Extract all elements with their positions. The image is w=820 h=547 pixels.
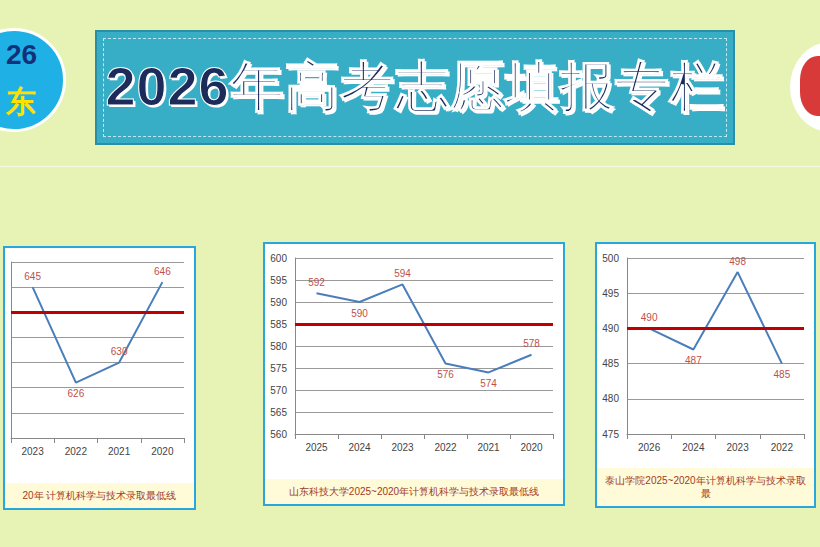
- svg-text:570: 570: [270, 385, 287, 396]
- svg-text:2026: 2026: [638, 442, 661, 453]
- svg-text:580: 580: [270, 341, 287, 352]
- svg-text:2021: 2021: [108, 446, 131, 457]
- svg-text:2024: 2024: [348, 442, 371, 453]
- svg-text:2023: 2023: [391, 442, 414, 453]
- svg-text:498: 498: [729, 256, 746, 267]
- svg-text:578: 578: [523, 338, 540, 349]
- svg-text:480: 480: [602, 393, 619, 404]
- svg-text:487: 487: [685, 355, 702, 366]
- svg-text:576: 576: [437, 369, 454, 380]
- svg-text:565: 565: [270, 407, 287, 418]
- svg-text:600: 600: [270, 253, 287, 264]
- svg-text:2020: 2020: [520, 442, 543, 453]
- svg-text:2022: 2022: [65, 446, 88, 457]
- html-text:20年 计算机科学与技术录取最低线: 20年 计算机科学与技术录取最低线: [22, 490, 177, 501]
- html-text:2026年高考志愿填报专栏: 2026年高考志愿填报专栏: [105, 56, 725, 116]
- svg-text:495: 495: [602, 288, 619, 299]
- svg-text:594: 594: [394, 268, 411, 279]
- svg-text:490: 490: [602, 323, 619, 334]
- svg-text:2025: 2025: [305, 442, 328, 453]
- svg-text:2022: 2022: [434, 442, 457, 453]
- svg-text:2022: 2022: [771, 442, 794, 453]
- svg-text:2021: 2021: [477, 442, 500, 453]
- html-text:26: 26: [6, 39, 38, 70]
- svg-text:485: 485: [602, 358, 619, 369]
- svg-text:630: 630: [111, 346, 128, 357]
- svg-text:592: 592: [308, 277, 325, 288]
- svg-text:590: 590: [270, 297, 287, 308]
- svg-text:560: 560: [270, 429, 287, 440]
- html-text:山东科技大学2025~2020年计算机科学与技术录取最低线: 山东科技大学2025~2020年计算机科学与技术录取最低线: [288, 486, 540, 497]
- svg-text:485: 485: [774, 369, 791, 380]
- html-text:泰山学院2025~2020年计算机科学与技术录取最: 泰山学院2025~2020年计算机科学与技术录取最: [605, 475, 806, 499]
- svg-text:475: 475: [602, 429, 619, 440]
- svg-text:2023: 2023: [727, 442, 750, 453]
- html-text:东: 东: [6, 85, 36, 118]
- svg-text:2024: 2024: [682, 442, 705, 453]
- svg-text:595: 595: [270, 275, 287, 286]
- svg-text:626: 626: [68, 388, 85, 399]
- svg-text:500: 500: [602, 253, 619, 264]
- svg-text:2023: 2023: [22, 446, 45, 457]
- svg-text:585: 585: [270, 319, 287, 330]
- svg-text:490: 490: [641, 312, 658, 323]
- svg-text:590: 590: [351, 308, 368, 319]
- svg-text:574: 574: [480, 378, 497, 389]
- svg-text:2020: 2020: [151, 446, 174, 457]
- svg-text:646: 646: [154, 266, 171, 277]
- svg-text:575: 575: [270, 363, 287, 374]
- svg-text:645: 645: [24, 271, 41, 282]
